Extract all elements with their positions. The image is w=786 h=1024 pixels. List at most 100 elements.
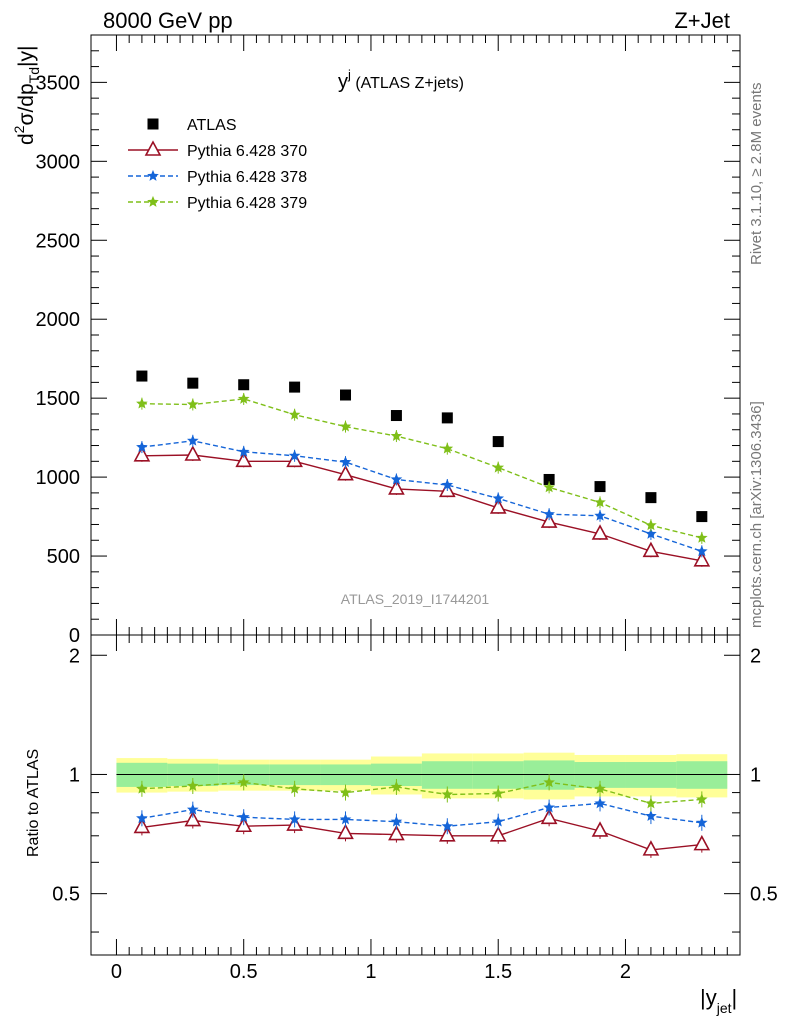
header-left: 8000 GeV pp (103, 8, 233, 33)
ratio-series (133, 774, 711, 858)
data-point (339, 420, 352, 432)
series-line-pythia-6-428-370 (141, 454, 702, 562)
ratio-point (645, 797, 657, 809)
data-point (543, 473, 555, 485)
ylabel-end: |y| (15, 46, 38, 67)
xlabel-main: |y (700, 985, 717, 1010)
series-atlas (136, 370, 708, 523)
xlabel-end: | (732, 985, 738, 1010)
ratio-series-pythia-6-428-370 (133, 808, 711, 858)
ratio-point (540, 808, 558, 825)
main-title: yj (ATLAS Z+jets) (338, 67, 464, 93)
ratio-ytick-label-right: 1 (750, 764, 761, 786)
data-point (543, 481, 555, 493)
data-point (492, 461, 505, 473)
series-line-pythia-6-428-378 (141, 440, 703, 552)
header-right: Z+Jet (674, 8, 730, 33)
main-ytick-label: 1000 (36, 467, 81, 489)
data-point (238, 379, 250, 391)
data-point (441, 412, 453, 424)
legend-entry-atlas: ATLAS (147, 117, 237, 134)
xtick-label: 0 (111, 961, 122, 983)
data-point (136, 397, 148, 409)
ratio-y-label: Ratio to ATLAS (25, 749, 42, 857)
ratio-point (390, 815, 403, 827)
data-point (339, 456, 352, 468)
xtick-label: 1 (365, 961, 376, 983)
data-point (136, 370, 148, 382)
ratio-point (136, 782, 148, 794)
x-tick-labels: 0 0.5 1 1.5 2 (111, 961, 631, 983)
rivet-label: Rivet 3.1.10, ≥ 2.8M events (748, 83, 765, 266)
data-point (133, 446, 151, 462)
ratio-point (441, 788, 454, 800)
ratio-point (492, 787, 505, 799)
main-ytick-label: 2000 (36, 309, 81, 331)
stat-uncertainty-band (472, 761, 524, 789)
analysis-watermark: ATLAS_2019_I1744201 (341, 591, 490, 607)
data-point (340, 389, 352, 401)
ratio-point (693, 834, 711, 851)
ratio-point (645, 810, 657, 821)
series-pythia-6-428-379 (136, 392, 708, 544)
ratio-line-pythia-6-428-378 (141, 802, 702, 827)
data-point (186, 434, 199, 446)
ratio-point (441, 820, 454, 832)
data-point (594, 509, 606, 521)
ratio-point (594, 782, 606, 794)
main-title-sup: j (347, 67, 351, 82)
data-point (388, 479, 405, 495)
ratio-point (696, 793, 708, 805)
data-point (642, 541, 660, 558)
ylabel-sub: Td (26, 67, 42, 83)
legend-marker (147, 118, 159, 130)
legend-label: ATLAS (187, 117, 237, 134)
data-point (645, 519, 657, 531)
data-point (489, 498, 507, 514)
ratio-point (339, 786, 352, 798)
main-ytick-label: 3500 (36, 72, 81, 94)
legend-label: Pythia 6.428 378 (187, 169, 307, 186)
ylabel-d: d (15, 133, 38, 145)
ylabel-mid: σ/dp (15, 83, 38, 125)
legend-entry-pythia-6-428-370: Pythia 6.428 370 (128, 140, 307, 160)
ratio-ytick-label: 1 (69, 764, 80, 786)
ratio-point (591, 821, 609, 837)
main-title-rest: (ATLAS Z+jets) (351, 75, 464, 92)
data-point (337, 465, 354, 481)
xtick-label: 0.5 (230, 961, 258, 983)
data-point (184, 445, 202, 461)
data-point (235, 451, 253, 468)
main-ytick-label: 1500 (36, 388, 81, 410)
data-point (543, 508, 555, 520)
ratio-line-pythia-6-428-370 (141, 817, 702, 851)
data-point (390, 473, 403, 485)
x-axis-label: |yjet| (700, 985, 737, 1016)
ratio-point (388, 824, 405, 841)
stat-uncertainty-band (421, 761, 473, 789)
data-point (136, 441, 148, 453)
data-point (390, 430, 403, 441)
ratio-point (339, 813, 352, 825)
main-series (133, 370, 711, 567)
main-ytick-label: 2500 (36, 230, 81, 252)
data-point (441, 442, 454, 454)
ratio-ytick-label: 2 (69, 645, 80, 667)
stat-uncertainty-band (676, 761, 728, 789)
xtick-label: 2 (620, 961, 631, 983)
data-point (237, 392, 250, 404)
ratio-point (186, 779, 199, 791)
legend-label: Pythia 6.428 370 (187, 143, 307, 160)
ratio-ytick-label: 0.5 (52, 884, 80, 906)
ratio-y-tick-labels: 0.5 0.5 1 1 2 2 (52, 645, 778, 905)
legend-marker (147, 195, 159, 207)
ratio-point (238, 811, 250, 823)
ratio-point (390, 780, 403, 792)
main-y-tick-labels: 0 500 1000 1500 2000 2500 3000 3500 (36, 72, 81, 647)
series-pythia-6-428-378 (136, 434, 708, 558)
ratio-panel-frame (90, 634, 741, 956)
legend: ATLAS Pythia 6.428 370 Pythia 6.428 378 Pyt… (128, 117, 307, 212)
legend-entry-pythia-6-428-379: Pythia 6.428 379 (128, 195, 307, 212)
ratio-uncertainty-bands (116, 752, 728, 800)
data-point (288, 449, 301, 461)
